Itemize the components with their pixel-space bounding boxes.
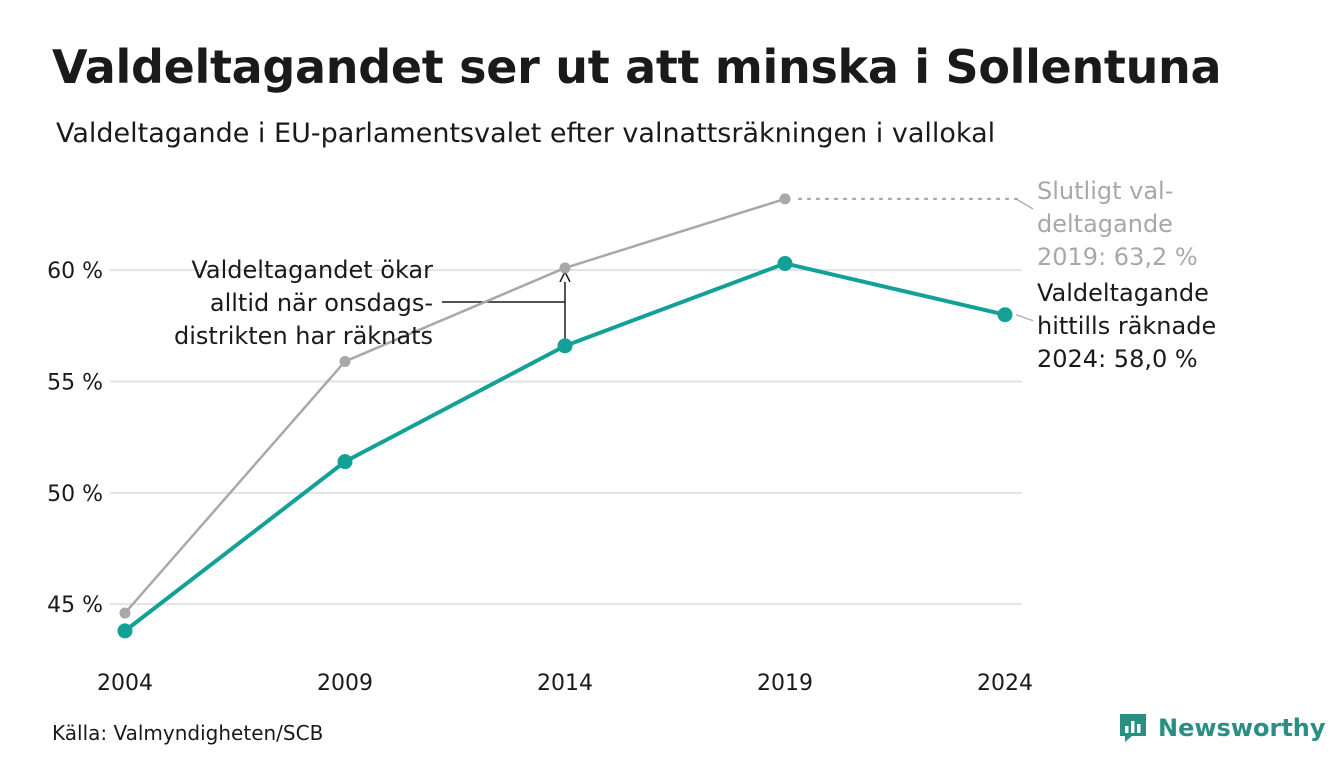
counted-turnout-point xyxy=(777,255,793,271)
final-turnout-point xyxy=(559,262,571,274)
final-turnout-label-line: deltagande xyxy=(1037,210,1173,238)
brand-logo: Newsworthy xyxy=(1118,712,1326,744)
chart-subtitle: Valdeltagande i EU-parlamentsvalet efter… xyxy=(56,118,996,149)
y-tick-label: 60 % xyxy=(47,259,103,284)
gridlines xyxy=(110,269,1022,606)
counted-turnout-point xyxy=(117,623,133,639)
x-tick-label: 2009 xyxy=(317,671,373,696)
x-tick-label: 2004 xyxy=(97,671,153,696)
final-turnout-label-line: Slutligt val- xyxy=(1037,177,1173,205)
final-turnout-label-line: 2019: 63,2 % xyxy=(1037,243,1198,271)
newsworthy-logo-icon xyxy=(1120,714,1146,742)
y-tick-label: 55 % xyxy=(47,370,103,395)
final-turnout-label: Slutligt val-deltagande 2019: 63,2 % xyxy=(1037,177,1198,271)
y-tick-label: 50 % xyxy=(47,482,103,507)
counted-label-connector xyxy=(1015,314,1034,322)
final-turnout-point xyxy=(339,355,351,367)
final-turnout-point xyxy=(119,607,131,619)
counted-turnout-label-line: hittills räknade xyxy=(1037,312,1216,340)
annotation-labels: Valdeltagandet ökar alltid när onsdags-di… xyxy=(174,177,1216,373)
counted-turnout-label-line: 2024: 58,0 % xyxy=(1037,345,1198,373)
y-tick-label: 45 % xyxy=(47,593,103,618)
brand-name: Newsworthy xyxy=(1158,714,1326,742)
source-note: Källa: Valmyndigheten/SCB xyxy=(52,721,324,745)
x-tick-label: 2024 xyxy=(977,671,1033,696)
gap-annotation-line: alltid när onsdags- xyxy=(210,289,433,317)
final-turnout-line xyxy=(124,197,786,614)
counted-turnout-point xyxy=(557,338,573,354)
counted-turnout-label-line: Valdeltagande xyxy=(1037,279,1209,307)
gap-annotation: Valdeltagandet ökar alltid när onsdags-di… xyxy=(174,256,433,350)
x-tick-label: 2019 xyxy=(757,671,813,696)
gap-annotation-line: Valdeltagandet ökar xyxy=(191,256,433,284)
counted-turnout-point xyxy=(997,307,1013,323)
counted-turnout-point xyxy=(337,454,353,470)
y-axis-tick-labels: 45 % 50 % 55 % 60 % xyxy=(47,259,103,618)
x-axis-tick-labels: 2004 2009 2014 2019 2024 xyxy=(97,671,1033,696)
series xyxy=(117,193,1013,639)
gap-annotation-line: distrikten har räknats xyxy=(174,322,433,350)
line-chart: 45 % 50 % 55 % 60 % 2004 2009 2014 2019 2024 Va… xyxy=(47,177,1216,696)
annotation-connectors xyxy=(442,197,1034,339)
final-label-connector xyxy=(1015,198,1034,210)
counted-turnout-label: Valdeltagande hittills räknade 2024: 58,0 … xyxy=(1037,279,1216,373)
x-tick-label: 2014 xyxy=(537,671,593,696)
final-turnout-point xyxy=(779,193,791,205)
chart-title: Valdeltagandet ser ut att minska i Solle… xyxy=(52,40,1222,94)
